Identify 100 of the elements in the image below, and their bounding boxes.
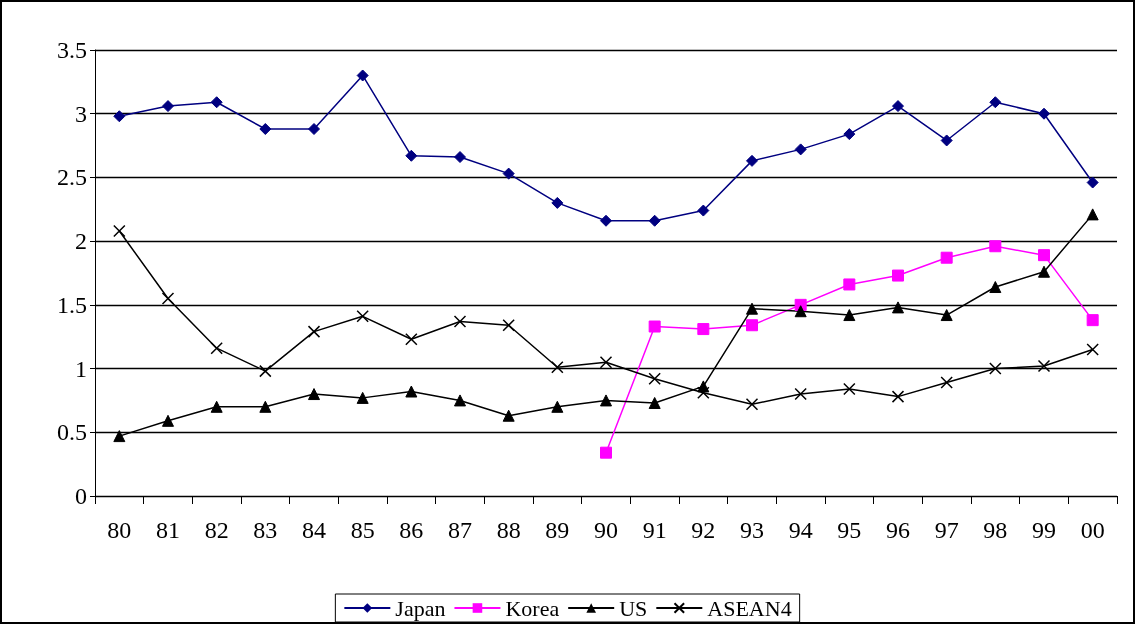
y-tick-label: 3 [75,100,87,127]
x-tick-label: 80 [107,517,132,543]
point [794,143,807,156]
y-tick-label: 1 [75,355,87,382]
y-tick-label: 3.5 [57,37,87,63]
point [940,251,953,264]
point [648,372,661,386]
point [113,224,126,238]
x-tick-label: 91 [642,517,667,543]
point [308,123,320,136]
point [697,386,710,400]
x-tick-label: 84 [302,517,326,543]
point [697,204,710,217]
point [356,69,369,82]
y-tick-label: 0.5 [57,419,87,446]
point [746,302,758,315]
point [113,430,126,443]
point [599,355,613,369]
point [162,414,174,427]
point [1038,249,1050,262]
point [259,123,272,136]
x-tick-label: 96 [886,517,910,543]
point [405,333,418,346]
point [843,128,856,141]
point [600,394,612,407]
point [843,382,856,396]
x-tick-label: 88 [496,517,521,543]
point [162,100,174,113]
legend-label: ASEAN4 [707,595,792,621]
point [843,309,856,322]
point [989,362,1002,375]
x-tick-label: 99 [1032,517,1056,543]
point [940,309,953,322]
point [356,310,369,323]
point [1038,265,1050,278]
legend-label: Korea [505,595,560,621]
point [1086,314,1099,327]
point [453,315,467,328]
point [1038,107,1050,120]
x-tick-label: 86 [399,517,424,543]
x-tick-label: 83 [253,517,278,543]
point [502,409,515,422]
point [746,154,758,167]
point [892,269,904,282]
point [1037,359,1051,373]
y-tick-label: 2 [75,228,87,255]
point [989,281,1002,294]
point [1086,176,1099,189]
x-tick-label: 85 [350,517,375,543]
x-tick-label: 87 [448,517,472,543]
point [1086,208,1099,221]
point [551,361,564,374]
point [502,319,515,332]
point [356,391,369,404]
legend-label: US [619,595,648,621]
point [113,110,126,123]
point [892,100,904,113]
y-tick-label: 1.5 [57,291,87,318]
x-tick-label: 93 [740,517,764,543]
point [502,167,515,180]
y-tick-label: 0 [75,483,87,509]
x-tick-label: 82 [204,517,229,543]
point [989,96,1002,109]
point [989,240,1002,253]
point [454,394,466,407]
point [161,292,175,305]
point [794,387,807,401]
point [259,364,272,378]
x-tick-label: 97 [934,517,959,543]
point [307,325,321,338]
point [405,385,418,398]
point [308,388,320,401]
point [454,151,466,164]
point [551,400,564,413]
point [892,301,904,314]
point [794,305,807,318]
point [891,390,905,403]
point [648,214,661,227]
point [648,396,661,409]
x-tick-label: 81 [156,517,180,543]
point [843,278,856,291]
point [551,196,564,209]
point [745,398,759,411]
y-tick-label: 2.5 [57,164,87,191]
point [648,320,661,333]
point [697,323,710,336]
point [210,400,223,413]
x-tick-label: 90 [594,517,618,543]
point [746,319,758,332]
x-tick-label: 92 [691,517,716,543]
point [405,149,418,162]
x-tick-label: 94 [788,517,813,543]
point [1086,343,1099,356]
point [210,341,223,355]
point [600,214,612,227]
point [600,446,612,459]
point [210,96,223,109]
x-tick-label: 00 [1080,517,1105,543]
point [259,400,272,413]
x-tick-label: 98 [983,517,1008,543]
